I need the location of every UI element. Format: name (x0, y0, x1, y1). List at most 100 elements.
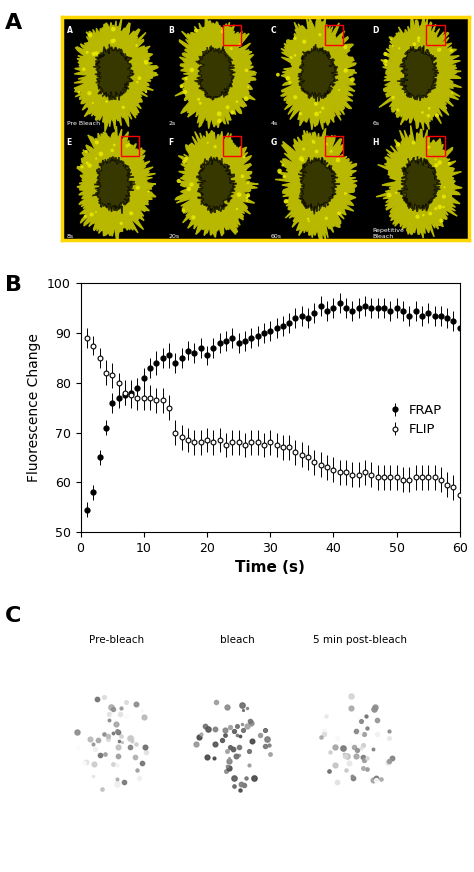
Text: 2s: 2s (169, 121, 176, 126)
Point (233, 202, 241, 216)
Point (419, 208, 427, 222)
Point (185, 182, 192, 196)
Text: D: D (373, 26, 379, 36)
Point (228, 42, 235, 56)
Point (190, 210, 197, 224)
Point (240, 150, 248, 164)
Point (180, 203, 187, 217)
Text: 6s: 6s (373, 121, 380, 126)
Text: C: C (5, 606, 21, 626)
Point (110, 34, 118, 48)
Point (86, 159, 93, 173)
Point (188, 178, 195, 192)
Point (298, 152, 305, 166)
Point (382, 54, 390, 68)
Y-axis label: Fluorescence Change: Fluorescence Change (27, 333, 41, 482)
Point (128, 207, 135, 221)
Text: 5 min post-bleach: 5 min post-bleach (313, 636, 407, 645)
Point (291, 31, 299, 45)
Point (109, 34, 116, 48)
Point (224, 100, 231, 114)
Point (394, 137, 402, 151)
Point (109, 22, 117, 36)
Point (134, 75, 141, 89)
Text: H: H (373, 138, 379, 146)
Point (342, 187, 349, 201)
Point (211, 140, 219, 153)
Point (348, 72, 356, 86)
Bar (427, 25, 445, 45)
Point (239, 169, 246, 183)
Point (123, 139, 131, 153)
Text: Pre Bleach: Pre Bleach (67, 121, 100, 126)
Point (304, 212, 312, 226)
Point (142, 85, 150, 99)
Point (245, 80, 252, 94)
Circle shape (178, 813, 194, 840)
Point (317, 106, 324, 119)
Polygon shape (175, 15, 256, 129)
Point (119, 100, 127, 114)
Polygon shape (195, 45, 235, 100)
Point (175, 174, 182, 187)
Point (447, 44, 455, 58)
Point (440, 189, 447, 203)
Point (92, 152, 100, 166)
Point (389, 91, 397, 105)
Point (427, 207, 434, 221)
Point (336, 83, 343, 97)
Point (86, 86, 93, 100)
Point (118, 216, 125, 230)
Point (425, 140, 433, 154)
Point (286, 75, 294, 89)
Point (441, 181, 448, 194)
Point (382, 47, 389, 61)
Point (243, 194, 251, 208)
Text: 4s: 4s (271, 121, 278, 126)
Point (297, 106, 304, 120)
Point (281, 170, 288, 184)
Point (415, 34, 422, 48)
Circle shape (57, 813, 73, 840)
Text: 20s: 20s (169, 234, 180, 239)
Polygon shape (77, 126, 156, 242)
Point (236, 38, 244, 52)
Point (410, 37, 418, 51)
Point (196, 96, 204, 110)
Point (274, 68, 282, 82)
Point (334, 153, 342, 167)
Point (394, 103, 401, 117)
Text: 60s: 60s (271, 234, 282, 239)
Point (385, 188, 393, 202)
Point (292, 90, 299, 104)
Point (387, 32, 395, 46)
Point (233, 95, 241, 109)
Point (440, 200, 447, 214)
Point (181, 85, 189, 99)
Point (426, 101, 433, 115)
Point (216, 107, 223, 121)
Point (414, 210, 421, 224)
Point (83, 45, 91, 59)
Point (328, 145, 335, 159)
Point (82, 145, 90, 159)
Point (300, 142, 308, 156)
Polygon shape (397, 45, 439, 101)
Point (83, 156, 91, 170)
Text: 8s: 8s (67, 234, 74, 239)
Point (322, 211, 330, 225)
Text: A: A (5, 13, 22, 33)
Point (284, 72, 292, 85)
Point (80, 62, 88, 76)
Point (392, 186, 400, 200)
Bar (223, 25, 241, 45)
Polygon shape (298, 44, 338, 102)
Point (312, 97, 320, 111)
Bar (427, 136, 445, 156)
Point (126, 138, 133, 152)
Text: Repetitive
Bleach: Repetitive Bleach (373, 228, 404, 239)
Text: bleach: bleach (219, 636, 255, 645)
Polygon shape (398, 156, 441, 211)
Point (89, 96, 97, 110)
Polygon shape (92, 156, 135, 214)
